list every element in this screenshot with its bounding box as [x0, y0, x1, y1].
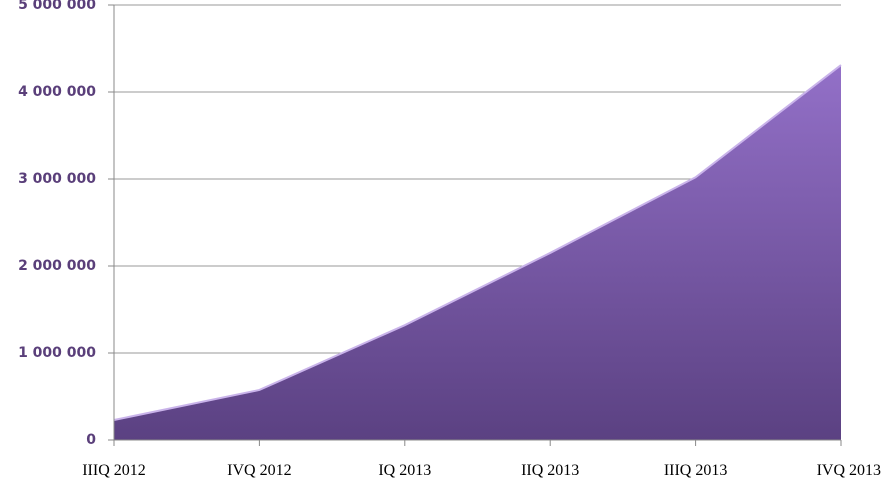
y-tick-label: 5 000 000	[18, 0, 96, 13]
x-tick-label: IIIQ 2013	[664, 462, 728, 478]
x-tick-label: IQ 2013	[378, 462, 431, 478]
area-edge	[113, 64, 842, 421]
y-tick-label: 3 000 000	[18, 171, 96, 187]
y-tick-label: 4 000 000	[18, 84, 96, 100]
area	[114, 65, 841, 440]
x-tick-label: IIQ 2013	[521, 462, 579, 478]
y-tick-label: 1 000 000	[18, 345, 96, 361]
x-tick-label: IVQ 2012	[227, 462, 291, 478]
y-tick-label: 2 000 000	[18, 258, 96, 274]
x-tick-label: IIIQ 2012	[82, 462, 146, 478]
y-tick-label: 0	[86, 432, 96, 448]
x-tick-label: IVQ 2013	[817, 462, 881, 478]
